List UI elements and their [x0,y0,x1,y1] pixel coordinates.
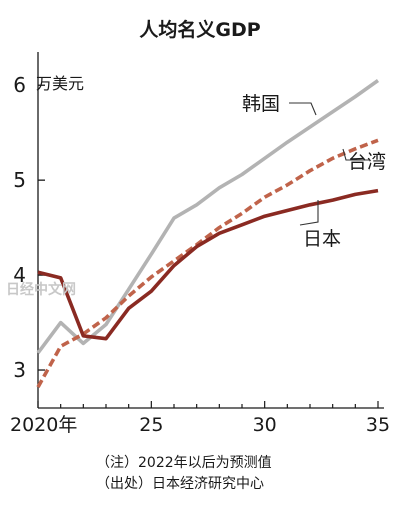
leader-line-taiwan [342,148,370,161]
x-tick-label: 25 [139,414,163,436]
leader-line-korea [289,102,317,116]
series-label-korea: 韩国 [242,93,280,115]
watermark: 日经中文网 [6,281,76,298]
series-lines [36,79,380,388]
series-labels: 韩国 台湾 日本 [242,93,386,250]
note-source: （出处）日本经济研究中心 [96,476,264,492]
chart-title: 人均名义GDP [139,18,260,41]
series-line-japan [37,188,379,341]
x-tick-label: 2020年 [10,414,77,436]
series-label-japan: 日本 [303,228,341,250]
leader-line-japan [299,200,319,226]
y-tick-label: 3 [13,358,26,382]
axes [37,52,384,409]
y-tick-label: 4 [13,263,26,287]
x-ticks: 2020年 25 30 35 [10,401,390,436]
y-tick-label: 6 [13,73,26,97]
y-unit-label: 万美元 [36,74,84,93]
x-tick-label: 30 [253,414,277,436]
series-line-taiwan [36,138,379,388]
x-tick-label: 35 [366,414,390,436]
note-forecast: （注）2022年以后为预测值 [96,455,272,471]
y-ticks: 3 4 5 6 [13,73,45,382]
series-line-korea [36,79,380,354]
y-tick-label: 5 [13,168,26,192]
series-label-taiwan: 台湾 [348,151,386,173]
